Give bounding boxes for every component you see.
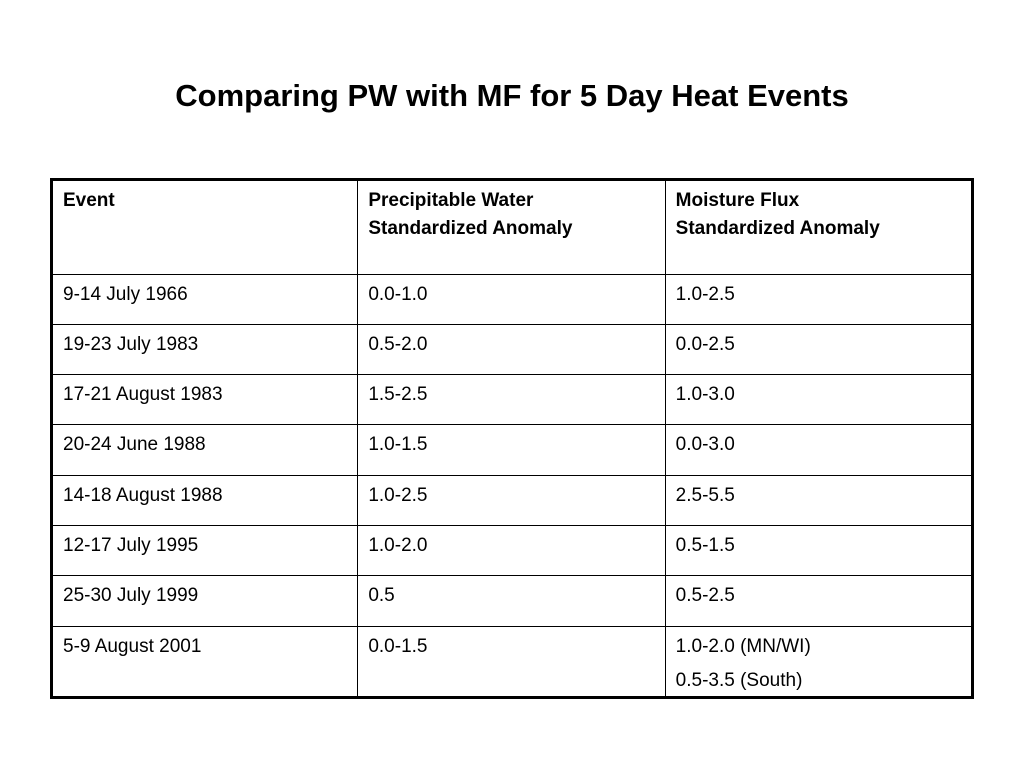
cell-pw: 1.5-2.5 <box>357 374 666 426</box>
slide-title: Comparing PW with MF for 5 Day Heat Even… <box>175 78 849 113</box>
table-row: 25-30 July 1999 0.5 0.5-2.5 <box>50 575 974 627</box>
cell-pw: 0.0-1.5 <box>357 625 666 699</box>
table-row: 5-9 August 2001 0.0-1.5 1.0-2.0 (MN/WI) … <box>50 625 974 699</box>
cell-mf: 0.5-2.5 <box>664 575 974 627</box>
table-header-row: Event Precipitable Water Standardized An… <box>50 179 974 275</box>
cell-pw: 1.0-2.5 <box>357 474 666 526</box>
table-row: 17-21 August 1983 1.5-2.5 1.0-3.0 <box>50 374 974 426</box>
table-row: 14-18 August 1988 1.0-2.5 2.5-5.5 <box>50 474 974 526</box>
cell-pw: 0.5-2.0 <box>357 323 666 376</box>
header-event: Event <box>50 179 359 275</box>
cell-event: 5-9 August 2001 <box>50 625 359 699</box>
cell-mf: 0.5-1.5 <box>664 524 974 577</box>
table-row: 12-17 July 1995 1.0-2.0 0.5-1.5 <box>50 524 974 577</box>
cell-event: 14-18 August 1988 <box>50 474 359 526</box>
cell-event: 12-17 July 1995 <box>50 524 359 577</box>
cell-event: 19-23 July 1983 <box>50 323 359 376</box>
cell-mf: 0.0-2.5 <box>664 323 974 376</box>
table-row: 9-14 July 1966 0.0-1.0 1.0-2.5 <box>50 273 974 325</box>
cell-event: 25-30 July 1999 <box>50 575 359 627</box>
header-pw-line2: Standardized Anomaly <box>368 218 573 239</box>
cell-mf: 1.0-2.0 (MN/WI) 0.5-3.5 (South) <box>664 625 974 699</box>
cell-pw: 1.0-1.5 <box>357 424 666 476</box>
cell-mf-line1: 1.0-2.0 (MN/WI) <box>675 635 811 657</box>
cell-mf: 0.0-3.0 <box>664 424 974 476</box>
cell-pw: 1.0-2.0 <box>357 524 666 577</box>
header-pw-line1: Precipitable Water <box>368 190 534 211</box>
table-row: 19-23 July 1983 0.5-2.0 0.0-2.5 <box>50 323 974 376</box>
cell-mf: 2.5-5.5 <box>664 474 974 526</box>
cell-pw: 0.5 <box>357 575 666 627</box>
heat-events-table: Event Precipitable Water Standardized An… <box>50 178 974 699</box>
header-event-label: Event <box>63 190 115 211</box>
cell-pw: 0.0-1.0 <box>357 273 666 325</box>
cell-event: 17-21 August 1983 <box>50 374 359 426</box>
header-mf-line2: Standardized Anomaly <box>675 218 880 239</box>
cell-mf-line2: 0.5-3.5 (South) <box>675 669 803 691</box>
header-precipitable-water: Precipitable Water Standardized Anomaly <box>357 179 666 275</box>
cell-mf: 1.0-2.5 <box>664 273 974 325</box>
cell-event: 9-14 July 1966 <box>50 273 359 325</box>
cell-mf: 1.0-3.0 <box>664 374 974 426</box>
header-mf-line1: Moisture Flux <box>675 190 800 211</box>
header-moisture-flux: Moisture Flux Standardized Anomaly <box>664 179 974 275</box>
cell-event: 20-24 June 1988 <box>50 424 359 476</box>
table-row: 20-24 June 1988 1.0-1.5 0.0-3.0 <box>50 424 974 476</box>
